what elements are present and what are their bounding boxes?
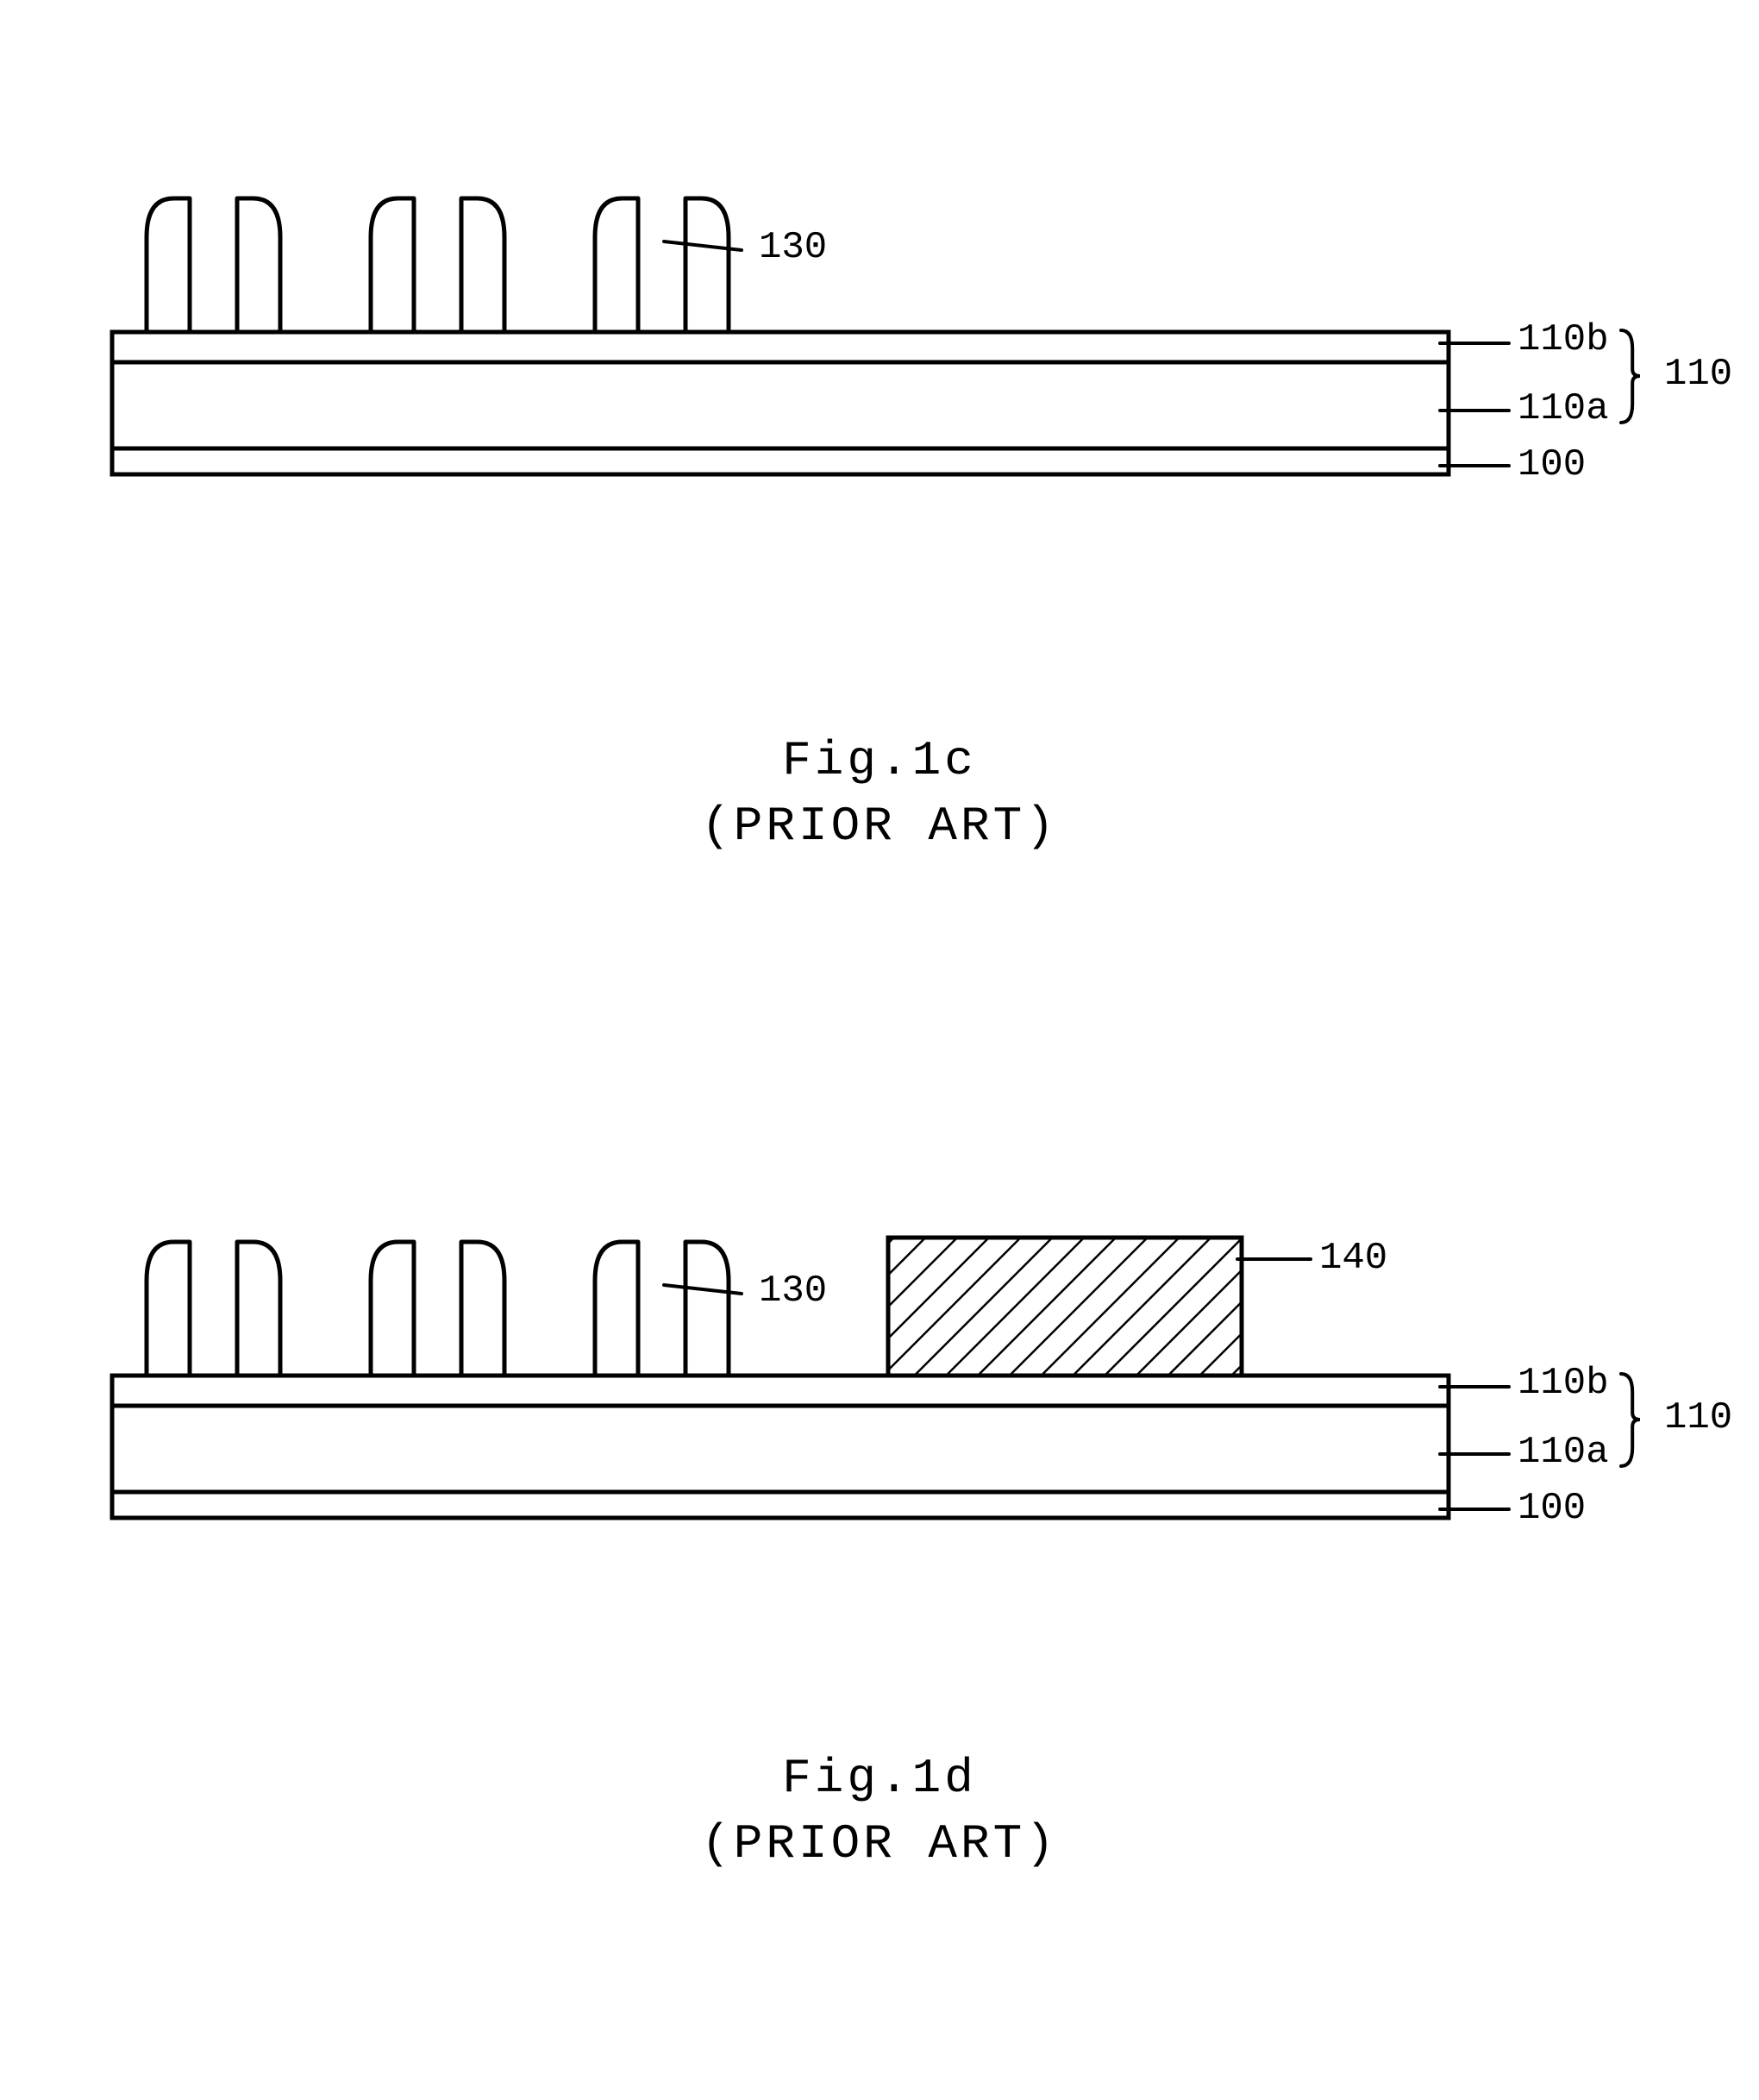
svg-text:100: 100 — [1518, 443, 1586, 486]
svg-text:130: 130 — [759, 226, 827, 269]
svg-text:100: 100 — [1518, 1487, 1586, 1530]
page: 130 110b 110a 100 110 Fig.1c (PRIOR ART) 130… — [0, 0, 1759, 2100]
svg-text:110b: 110b — [1518, 1362, 1609, 1405]
svg-text:130: 130 — [759, 1269, 827, 1313]
caption-1c-line2: (PRIOR ART) — [0, 799, 1759, 854]
figure-1d: 130 110b 110a 100 140 110 — [0, 1147, 1759, 1587]
svg-text:110: 110 — [1664, 1396, 1732, 1439]
caption-1d-line1: Fig.1d — [0, 1751, 1759, 1806]
caption-1d-line2: (PRIOR ART) — [0, 1816, 1759, 1871]
figure-1c: 130 110b 110a 100 110 — [0, 129, 1759, 543]
svg-text:110b: 110b — [1518, 318, 1609, 361]
svg-text:110: 110 — [1664, 353, 1732, 396]
caption-1c-line1: Fig.1c — [0, 733, 1759, 788]
svg-text:110a: 110a — [1518, 387, 1609, 430]
svg-text:140: 140 — [1319, 1237, 1387, 1280]
svg-text:110a: 110a — [1518, 1431, 1609, 1474]
